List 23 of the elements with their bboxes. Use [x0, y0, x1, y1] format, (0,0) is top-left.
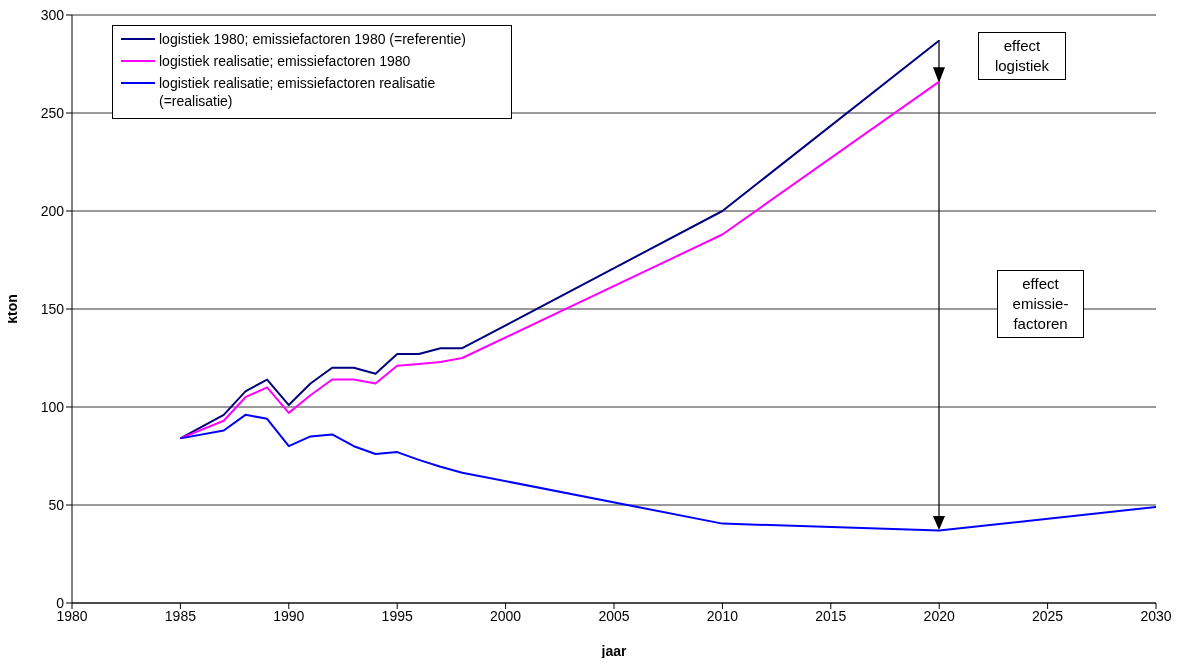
x-axis-title: jaar — [600, 643, 627, 659]
y-tick-label: 250 — [40, 104, 65, 121]
x-tick-label: 2005 — [598, 607, 630, 624]
x-tick-label: 2030 — [1140, 607, 1172, 624]
x-tick-label: 2015 — [815, 607, 847, 624]
x-tick-label: 1995 — [381, 607, 413, 624]
x-tick-label: 2000 — [490, 607, 522, 624]
y-tick-label: 150 — [40, 300, 65, 317]
legend-label: logistiek realisatie; emissiefactoren 1980 — [159, 52, 411, 70]
x-tick-label: 2010 — [706, 607, 739, 624]
x-tick-label: 1985 — [164, 607, 197, 624]
annotation: effect emissie-factoren — [997, 270, 1084, 338]
y-tick-label: 200 — [40, 202, 65, 219]
x-tick-label: 1990 — [273, 607, 305, 624]
legend-label: logistiek realisatie; emissiefactoren realisatie (=realisatie) — [159, 74, 437, 110]
y-tick-label: 50 — [48, 496, 65, 513]
x-tick-label: 2020 — [923, 607, 955, 624]
y-tick-label: 100 — [40, 398, 65, 415]
legend-label: logistiek 1980; emissiefactoren 1980 (=referentie) — [159, 30, 467, 48]
annotation: effect logistiek — [978, 32, 1066, 80]
line-series — [179, 413, 1156, 532]
y-tick-label: 300 — [40, 6, 65, 23]
x-tick-label: 2025 — [1032, 607, 1064, 624]
